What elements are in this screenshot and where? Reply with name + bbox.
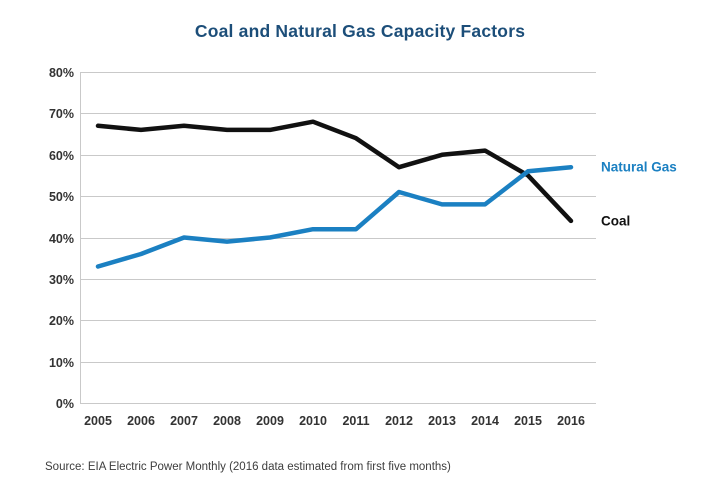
chart-title: Coal and Natural Gas Capacity Factors [194,21,526,41]
series-line-coal [95,119,574,224]
x-tick-label: 2016 [557,414,585,428]
x-tick-label: 2012 [385,414,413,428]
y-tick-label: 30% [49,273,74,287]
x-tick-label: 2005 [84,414,112,428]
series-line-natural-gas [95,164,574,269]
y-tick-label: 60% [49,149,74,163]
x-tick-label: 2009 [256,414,284,428]
source-note: Source: EIA Electric Power Monthly (2016… [45,461,451,473]
x-tick-label: 2011 [342,414,369,428]
y-tick-label: 10% [49,356,74,370]
x-tick-label: 2008 [213,414,241,428]
series-label-coal: Coal [601,213,630,228]
x-tick-label: 2007 [170,414,198,428]
y-tick-label: 20% [49,314,74,328]
x-tick-label: 2014 [471,414,499,428]
x-tick-label: 2015 [514,414,542,428]
y-tick-label: 0% [56,397,74,411]
x-tick-label: 2013 [428,414,456,428]
series-label-natural-gas: Natural Gas [601,160,677,175]
x-tick-label: 2006 [127,414,155,428]
y-tick-label: 80% [49,66,74,80]
y-tick-label: 70% [49,107,74,121]
y-tick-label: 50% [49,190,74,204]
x-tick-label: 2010 [299,414,327,428]
y-tick-label: 40% [49,232,74,246]
